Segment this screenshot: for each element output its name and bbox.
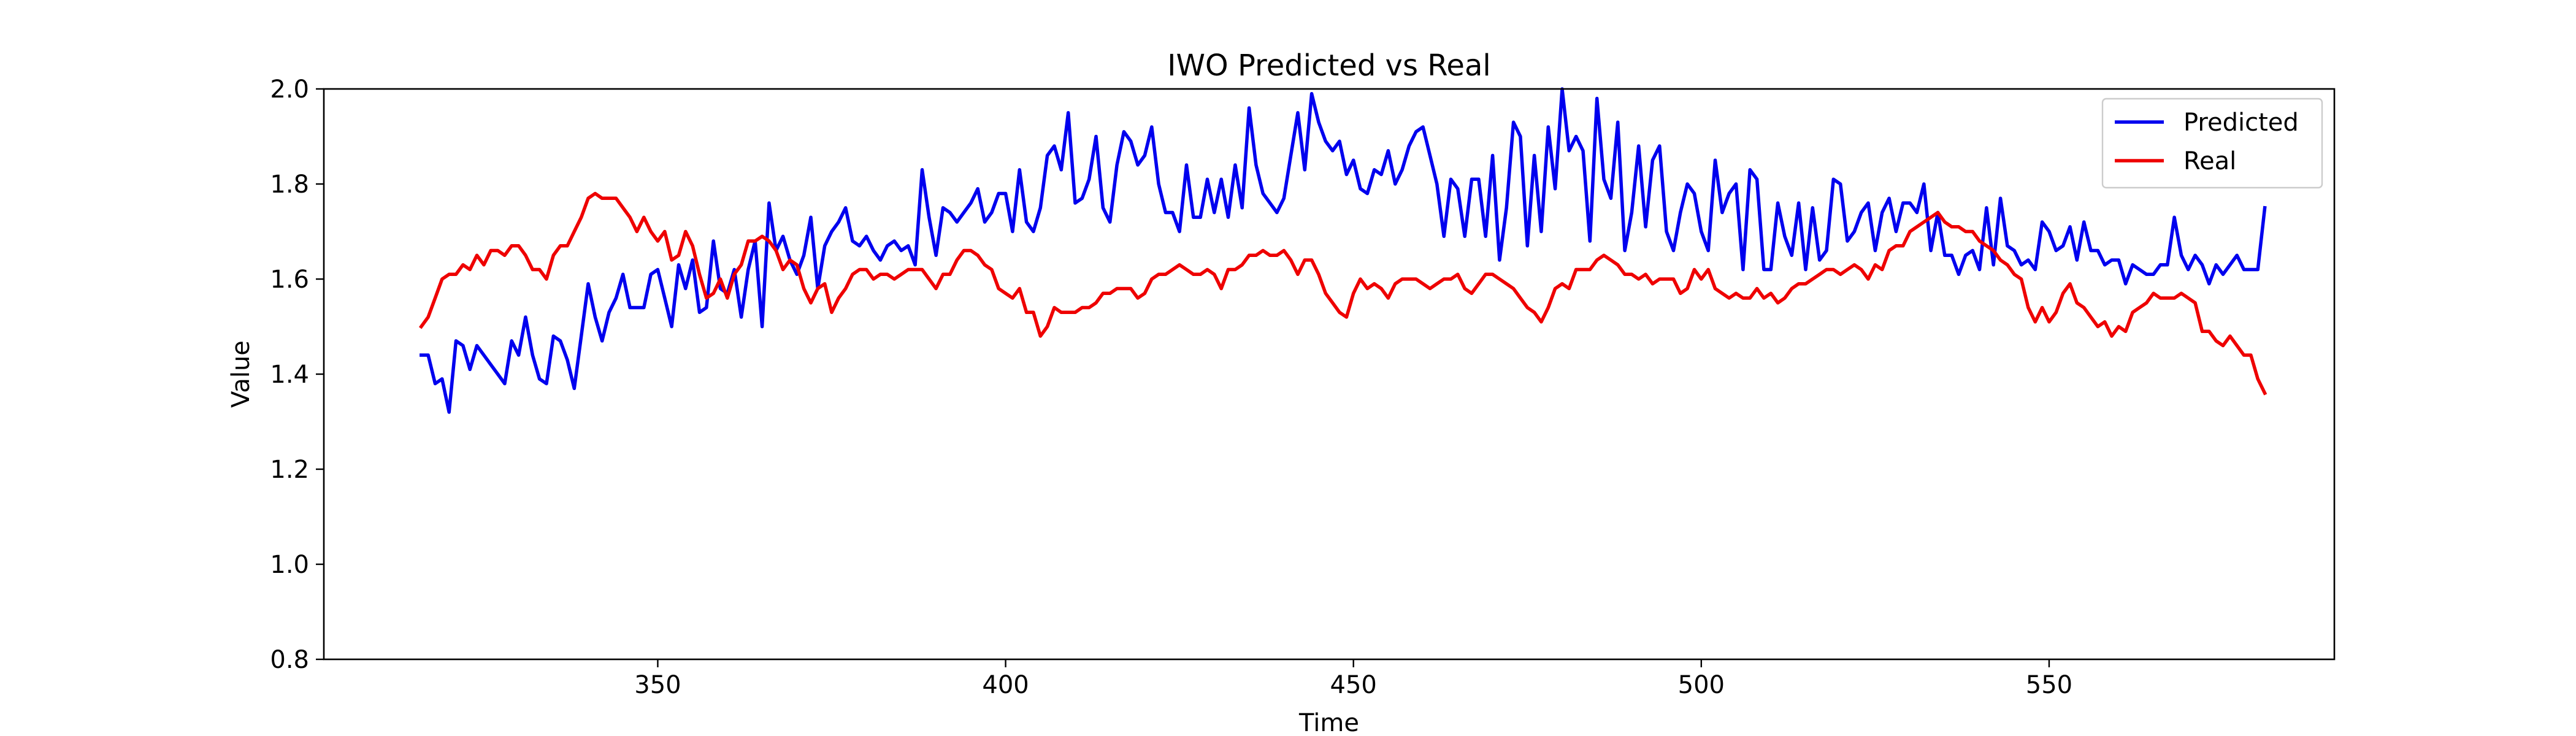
x-tick-label: 400 bbox=[982, 671, 1029, 699]
x-tick-label: 550 bbox=[2026, 671, 2072, 699]
y-tick-label: 2.0 bbox=[270, 75, 309, 104]
x-tick-label: 500 bbox=[1678, 671, 1725, 699]
series-line-predicted bbox=[420, 87, 2267, 414]
y-axis: 0.8 1.0 1.2 1.4 1.6 1.8 2.0 bbox=[270, 75, 324, 674]
plot-area-frame bbox=[323, 88, 2336, 661]
series-line-real bbox=[418, 191, 2267, 396]
y-tick-label: 1.6 bbox=[270, 266, 309, 294]
y-axis-label: Value bbox=[227, 340, 255, 408]
y-tick-label: 1.8 bbox=[270, 171, 309, 199]
series-layer bbox=[418, 87, 2267, 414]
y-tick-label: 1.0 bbox=[270, 551, 309, 579]
legend-label-predicted: Predicted bbox=[2183, 109, 2299, 137]
chart-title: IWO Predicted vs Real bbox=[1167, 48, 1490, 83]
legend: Predicted Real bbox=[2101, 98, 2323, 189]
y-tick-label: 1.4 bbox=[270, 361, 309, 389]
y-tick-label: 0.8 bbox=[270, 646, 309, 674]
legend-label-real: Real bbox=[2183, 147, 2236, 175]
x-tick-label: 350 bbox=[634, 671, 681, 699]
y-tick-label: 1.2 bbox=[270, 456, 309, 484]
x-tick-label: 450 bbox=[1330, 671, 1377, 699]
x-axis-label: Time bbox=[1298, 709, 1359, 736]
x-axis: 350 400 450 500 550 bbox=[634, 659, 2072, 699]
